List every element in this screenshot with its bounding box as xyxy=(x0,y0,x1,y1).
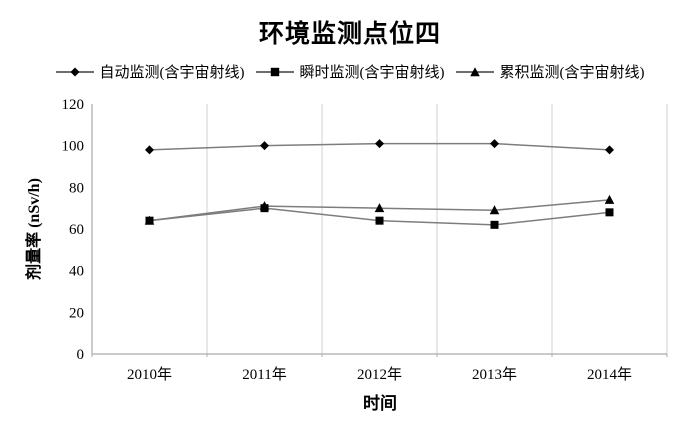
data-point-triangle xyxy=(604,194,615,204)
legend-square-icon xyxy=(255,67,294,76)
data-point-diamond xyxy=(375,139,384,149)
legend-label: 自动监测(含宇宙射线) xyxy=(99,65,245,81)
data-point-square xyxy=(145,216,154,225)
legend-item: 累积监测(含宇宙射线) xyxy=(455,61,645,82)
x-axis-title: 时间 xyxy=(363,394,397,413)
y-axis-title: 剂量率 (nSv/h) xyxy=(26,178,43,280)
x-tick-label: 2010年 xyxy=(127,366,172,383)
y-tick-label: 0 xyxy=(77,347,85,363)
legend-item: 瞬时监测(含宇宙射线) xyxy=(255,61,445,82)
data-point-square xyxy=(375,216,384,225)
y-tick-label: 120 xyxy=(62,97,85,113)
legend-label: 瞬时监测(含宇宙射线) xyxy=(299,65,445,81)
legend-diamond-icon xyxy=(55,67,94,76)
legend-label: 累积监测(含宇宙射线) xyxy=(499,65,645,81)
y-tick-label: 20 xyxy=(69,305,84,321)
data-point-triangle xyxy=(374,203,385,213)
data-point-diamond xyxy=(260,141,269,151)
y-tick-label: 100 xyxy=(62,139,85,155)
data-point-square xyxy=(490,220,499,229)
data-point-triangle xyxy=(489,205,500,215)
y-tick-label: 80 xyxy=(69,180,84,196)
y-tick-label: 40 xyxy=(69,264,84,280)
data-point-diamond xyxy=(145,145,154,155)
data-point-diamond xyxy=(605,145,614,155)
chart-legend: 自动监测(含宇宙射线) 瞬时监测(含宇宙射线) 累积监测(含宇宙射线) xyxy=(0,61,700,82)
x-tick-label: 2011年 xyxy=(242,366,286,383)
x-tick-label: 2012年 xyxy=(357,366,402,383)
legend-triangle-icon xyxy=(455,66,494,76)
data-point-square xyxy=(260,204,269,213)
x-tick-label: 2014年 xyxy=(587,366,632,383)
x-tick-label: 2013年 xyxy=(472,366,517,383)
legend-item: 自动监测(含宇宙射线) xyxy=(55,61,245,82)
data-point-square xyxy=(605,208,614,217)
chart-title: 环境监测点位四 xyxy=(258,21,441,48)
y-tick-label: 60 xyxy=(69,222,84,238)
data-point-diamond xyxy=(490,139,499,149)
